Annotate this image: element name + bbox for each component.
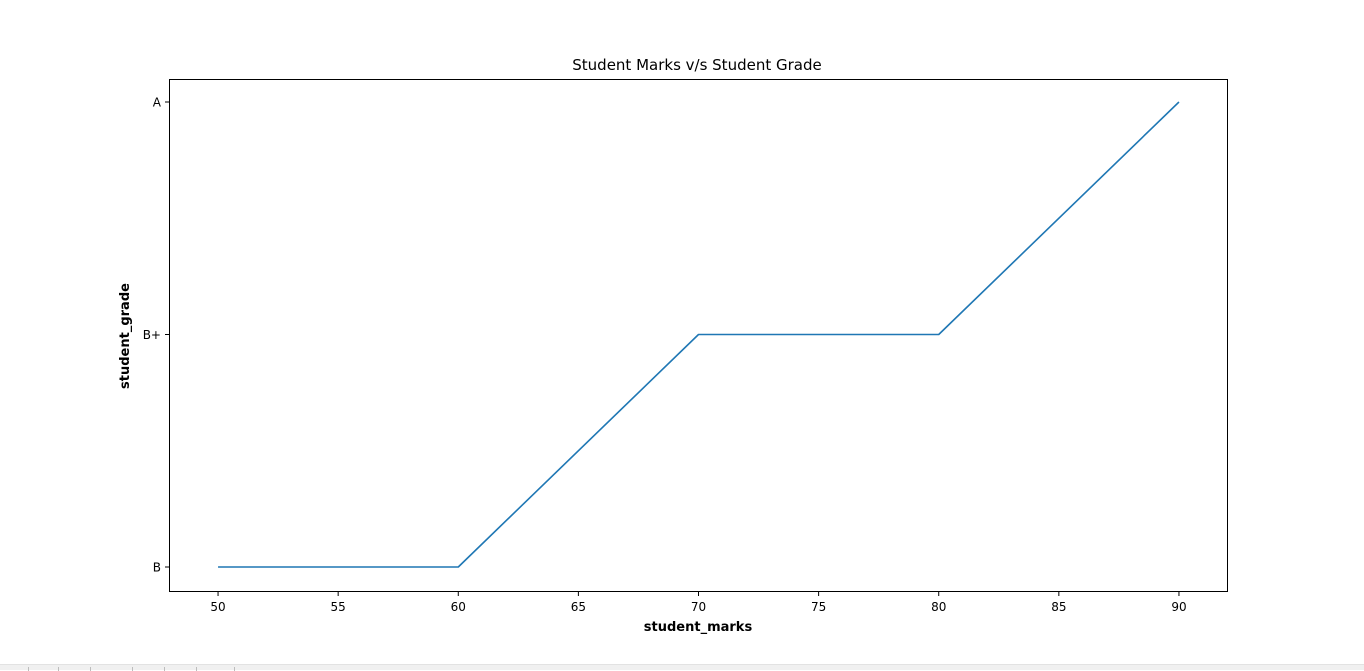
x-tick-label: 70 bbox=[691, 600, 706, 614]
x-tick-label: 65 bbox=[571, 600, 586, 614]
toolbar-button[interactable] bbox=[234, 667, 235, 671]
y-tick-label: B+ bbox=[143, 328, 161, 342]
y-axis-ticks: B B+ A bbox=[143, 96, 170, 575]
toolbar-button[interactable] bbox=[164, 667, 165, 671]
y-tick-label: B bbox=[153, 561, 161, 575]
y-tick-label: A bbox=[153, 96, 162, 110]
toolbar-strip bbox=[0, 664, 1364, 670]
y-axis-label: student_grade bbox=[118, 283, 133, 389]
toolbar-button[interactable] bbox=[196, 667, 197, 671]
chart-title: Student Marks v/s Student Grade bbox=[572, 56, 821, 74]
x-tick-label: 80 bbox=[931, 600, 946, 614]
x-tick-label: 55 bbox=[331, 600, 346, 614]
x-axis-ticks: 50 55 60 65 70 75 80 85 90 bbox=[210, 591, 1186, 614]
toolbar-button[interactable] bbox=[132, 667, 133, 671]
x-tick-label: 50 bbox=[210, 600, 225, 614]
x-tick-label: 90 bbox=[1171, 600, 1186, 614]
x-tick-label: 85 bbox=[1051, 600, 1066, 614]
x-tick-label: 60 bbox=[451, 600, 466, 614]
toolbar-button[interactable] bbox=[58, 667, 59, 671]
series-group bbox=[218, 102, 1179, 567]
toolbar-button[interactable] bbox=[90, 667, 91, 671]
toolbar-button[interactable] bbox=[28, 667, 29, 671]
x-tick-label: 75 bbox=[811, 600, 826, 614]
x-axis-label: student_marks bbox=[644, 620, 753, 635]
